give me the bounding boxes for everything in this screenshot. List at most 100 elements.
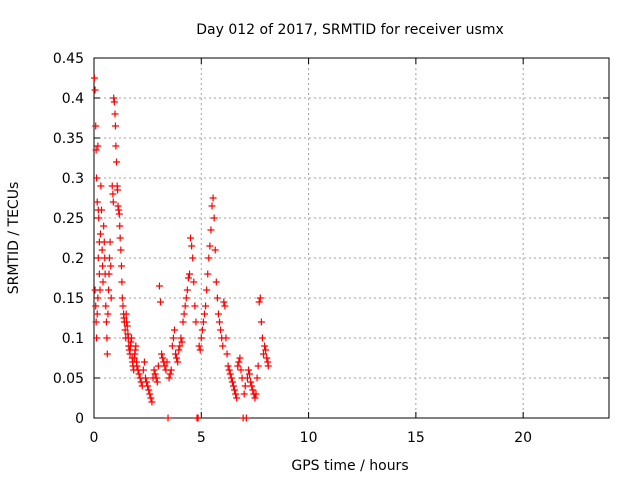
- y-tick-label: 0: [75, 411, 84, 427]
- data-point: [109, 190, 117, 198]
- y-tick-label: 0.3: [62, 171, 84, 187]
- data-point: [105, 254, 113, 262]
- data-point: [181, 302, 189, 310]
- data-point: [165, 374, 173, 382]
- data-point: [93, 310, 101, 318]
- data-point: [209, 194, 217, 202]
- data-point: [117, 246, 125, 254]
- data-point: [163, 358, 171, 366]
- data-point: [252, 390, 260, 398]
- data-point: [144, 382, 152, 390]
- data-point: [106, 238, 114, 246]
- data-point: [93, 198, 101, 206]
- data-point: [169, 334, 177, 342]
- data-point: [247, 378, 255, 386]
- data-point: [232, 390, 240, 398]
- data-point: [103, 334, 111, 342]
- data-point: [119, 302, 127, 310]
- data-point: [158, 350, 166, 358]
- data-point: [198, 326, 206, 334]
- data-point: [177, 334, 185, 342]
- data-point: [261, 342, 269, 350]
- data-point: [113, 158, 121, 166]
- data-point: [256, 294, 264, 302]
- data-point: [175, 346, 183, 354]
- data-point: [216, 318, 224, 326]
- data-point: [226, 370, 234, 378]
- y-tick-label: 0.1: [62, 331, 84, 347]
- data-point: [96, 230, 104, 238]
- data-point: [260, 350, 268, 358]
- data-point: [179, 318, 187, 326]
- data-point: [258, 334, 266, 342]
- data-point: [203, 286, 211, 294]
- data-point: [107, 262, 115, 270]
- data-point: [233, 394, 241, 402]
- data-point: [148, 398, 156, 406]
- data-point: [152, 374, 160, 382]
- data-point: [236, 354, 244, 362]
- data-point: [210, 214, 218, 222]
- data-point: [105, 270, 113, 278]
- data-point: [237, 366, 245, 374]
- data-point: [170, 326, 178, 334]
- data-point: [146, 390, 154, 398]
- data-point: [123, 318, 131, 326]
- data-point: [132, 342, 140, 350]
- data-point: [257, 318, 265, 326]
- data-point: [111, 110, 119, 118]
- data-point: [174, 358, 182, 366]
- data-point: [255, 298, 263, 306]
- data-point: [263, 354, 271, 362]
- data-point: [214, 310, 222, 318]
- data-point: [140, 358, 148, 366]
- data-point: [159, 354, 167, 362]
- data-point: [92, 146, 100, 154]
- data-point: [173, 354, 181, 362]
- data-point: [98, 246, 106, 254]
- data-point: [180, 310, 188, 318]
- data-series: [90, 74, 272, 422]
- data-point: [227, 374, 235, 382]
- data-point: [100, 222, 108, 230]
- data-point: [107, 294, 115, 302]
- data-point: [93, 334, 101, 342]
- data-point: [246, 370, 254, 378]
- data-point: [139, 366, 147, 374]
- data-point: [184, 274, 192, 282]
- data-point: [115, 206, 123, 214]
- y-tick-label: 0.45: [53, 51, 84, 67]
- data-point: [154, 362, 162, 370]
- data-point: [192, 318, 200, 326]
- data-point: [135, 370, 143, 378]
- x-axis-label: GPS time / hours: [291, 458, 408, 474]
- x-tick-label: 15: [407, 430, 425, 446]
- data-point: [219, 342, 227, 350]
- y-tick-label: 0.05: [53, 371, 84, 387]
- data-point: [99, 262, 107, 270]
- chart-title: Day 012 of 2017, SRMTID for receiver usm…: [196, 22, 504, 38]
- data-point: [221, 302, 229, 310]
- data-point: [92, 318, 100, 326]
- data-point: [249, 386, 257, 394]
- data-point: [92, 302, 100, 310]
- x-tick-label: 0: [90, 430, 99, 446]
- data-point: [97, 182, 105, 190]
- data-point: [161, 362, 169, 370]
- data-point: [194, 414, 202, 422]
- data-point: [157, 298, 165, 306]
- data-point: [241, 382, 249, 390]
- y-tick-label: 0.2: [62, 251, 84, 267]
- data-point: [176, 342, 184, 350]
- data-point: [189, 254, 197, 262]
- data-point: [111, 122, 119, 130]
- data-point: [94, 142, 102, 150]
- data-point: [224, 362, 232, 370]
- data-point: [116, 234, 124, 242]
- data-point: [150, 366, 158, 374]
- data-point: [109, 198, 117, 206]
- data-point: [151, 370, 159, 378]
- y-tick-label: 0.25: [53, 211, 84, 227]
- x-tick-label: 10: [300, 430, 318, 446]
